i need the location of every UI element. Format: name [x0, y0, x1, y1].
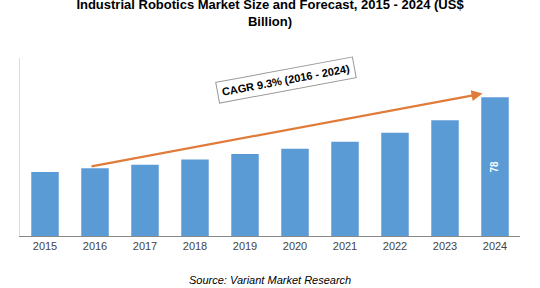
svg-text:2021: 2021 — [333, 240, 357, 252]
svg-text:Source: Variant Market Researc: Source: Variant Market Research — [189, 274, 351, 286]
svg-text:2020: 2020 — [283, 240, 307, 252]
svg-text:2024: 2024 — [483, 240, 507, 252]
svg-text:2022: 2022 — [383, 240, 407, 252]
svg-text:78: 78 — [489, 161, 500, 173]
svg-text:CAGR 9.3% (2016 - 2024): CAGR 9.3% (2016 - 2024) — [221, 62, 351, 98]
svg-text:2015: 2015 — [33, 240, 57, 252]
svg-text:2016: 2016 — [83, 240, 107, 252]
svg-text:Industrial Robotics Market Siz: Industrial Robotics Market Size and Fore… — [76, 0, 464, 29]
svg-text:2019: 2019 — [233, 240, 257, 252]
svg-text:2017: 2017 — [133, 240, 157, 252]
svg-text:2018: 2018 — [183, 240, 207, 252]
svg-text:2023: 2023 — [433, 240, 457, 252]
